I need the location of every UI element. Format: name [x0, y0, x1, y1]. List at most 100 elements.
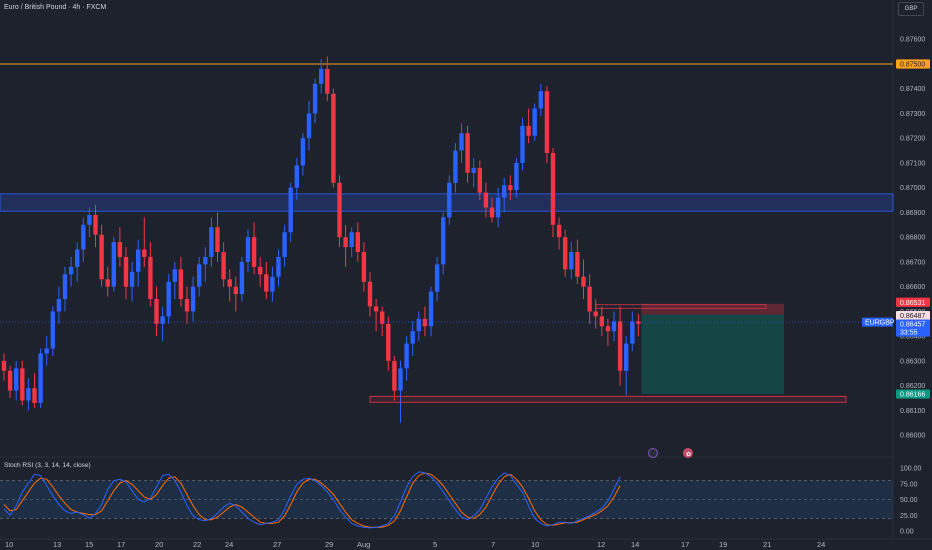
time-tick-label: 24 — [225, 540, 233, 549]
candle-body — [56, 299, 62, 312]
price-tick-label: 0.87600 — [900, 37, 925, 44]
candle — [276, 249, 281, 287]
price-tag-label: 0.86457 — [900, 322, 925, 329]
candle-body — [32, 388, 37, 403]
price-tick-label: 0.86100 — [900, 408, 925, 415]
candle-body — [197, 264, 202, 287]
currency-button[interactable]: GBP — [898, 2, 924, 16]
candle-body — [123, 256, 129, 287]
candle-body — [367, 281, 373, 307]
candle-body — [160, 316, 165, 324]
candle-body — [203, 256, 208, 265]
candle-body — [245, 237, 251, 262]
rsi-indicator-label[interactable]: Stoch RSI (3, 3, 14, 14, close) — [4, 462, 91, 469]
price-tag-label: 0.86531 — [900, 300, 925, 307]
time-tick-label: 10 — [5, 540, 13, 549]
candle — [337, 175, 342, 248]
candle — [636, 313, 641, 337]
candle-body — [587, 286, 592, 312]
rsi-tick-label: 100.00 — [900, 466, 922, 473]
candle-body — [410, 331, 415, 344]
candle — [630, 311, 635, 352]
candle — [294, 158, 299, 201]
candle-body — [611, 321, 617, 332]
candle — [178, 256, 184, 307]
price-tag-bg — [896, 319, 930, 329]
stop-zone-outline — [595, 304, 767, 309]
candle-body — [441, 217, 446, 265]
candle — [416, 311, 421, 342]
candle-body — [453, 150, 458, 183]
candle — [245, 229, 251, 272]
candle — [465, 125, 470, 183]
candle-body — [300, 138, 306, 166]
candle-body — [38, 353, 43, 403]
candle-body — [489, 207, 495, 218]
candle — [587, 274, 592, 324]
candle — [605, 318, 611, 347]
candle-body — [306, 113, 312, 139]
candle — [160, 306, 165, 342]
candle — [508, 175, 513, 201]
price-tag-bg — [896, 297, 930, 307]
candle — [410, 321, 415, 356]
candle-body — [428, 291, 434, 327]
resistance-zone — [0, 193, 894, 212]
news-flag-icon — [683, 448, 693, 458]
candle — [489, 197, 495, 223]
time-tick-label: 15 — [85, 540, 93, 549]
time-tick-label: 22 — [193, 540, 201, 549]
price-tick-label: 0.87200 — [900, 136, 925, 143]
candle — [514, 158, 519, 198]
candle-body — [380, 311, 385, 324]
price-tick-label: 0.86000 — [900, 433, 925, 440]
candle — [1, 353, 7, 381]
time-tick-label: 29 — [325, 540, 333, 549]
candle — [87, 207, 92, 238]
candle-body — [117, 242, 123, 257]
candle-body — [154, 299, 159, 324]
candle-body — [258, 266, 263, 275]
candle-body — [593, 311, 598, 317]
candle — [148, 242, 153, 307]
candle-body — [172, 269, 177, 282]
candle-body — [392, 360, 397, 391]
candle-body — [398, 368, 403, 391]
news-flag-icon-glyph: ✿ — [686, 451, 691, 458]
candle-body — [617, 321, 623, 371]
time-tick-label: 12 — [597, 540, 605, 549]
price-tag-bg — [896, 311, 930, 321]
candle — [227, 269, 232, 302]
chart-title: Euro / British Pound · 4h · FXCM — [4, 4, 107, 11]
candle-body — [251, 237, 257, 267]
candle-body — [434, 264, 440, 292]
time-tick-label: 5 — [433, 540, 437, 549]
candle — [434, 256, 440, 302]
time-tick-label: 14 — [631, 540, 639, 549]
candle-body — [221, 252, 226, 280]
stoch-k-line — [3, 471, 621, 529]
candle — [380, 306, 385, 337]
candle — [361, 242, 367, 292]
price-tag-bg — [896, 59, 930, 69]
candle — [20, 360, 25, 406]
price-tick-label: 0.86800 — [900, 235, 925, 242]
candle — [325, 56, 330, 102]
candle — [258, 256, 263, 287]
candle — [7, 365, 13, 399]
candle-body — [465, 133, 470, 173]
candle — [172, 261, 177, 300]
candle — [184, 286, 190, 324]
candle-body — [227, 279, 232, 287]
candle — [544, 86, 550, 163]
candle-body — [166, 281, 171, 317]
price-tag-bg — [896, 327, 930, 337]
price-tick-label: 0.86600 — [900, 284, 925, 291]
candle-body — [544, 91, 550, 154]
support-zone — [369, 395, 847, 403]
candle — [32, 373, 37, 408]
candle — [111, 237, 116, 292]
candle — [441, 212, 446, 275]
candle — [81, 217, 86, 262]
